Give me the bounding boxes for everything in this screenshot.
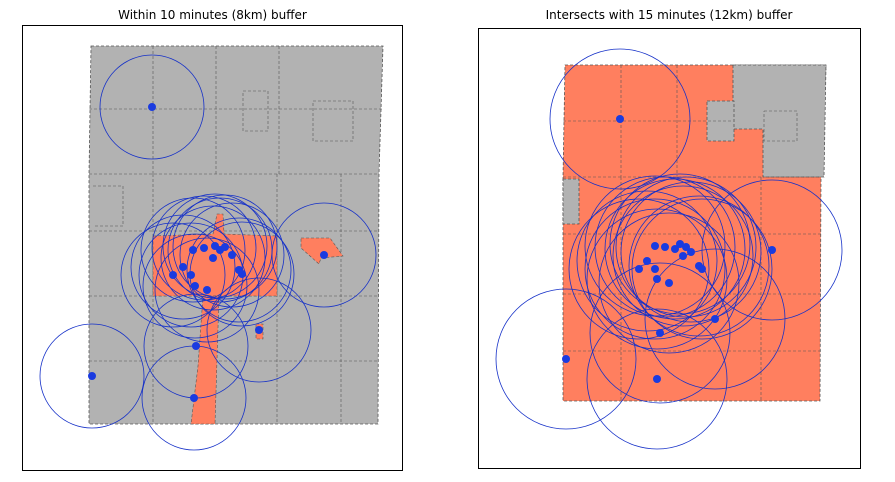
map-title-within-10-minutes: Within 10 minutes (8km) buffer bbox=[22, 8, 403, 22]
region-fill-right bbox=[563, 65, 826, 401]
map-title-intersects-15-minutes: Intersects with 15 minutes (12km) buffer bbox=[478, 8, 860, 22]
map-canvas-left bbox=[23, 26, 402, 470]
map-panel-intersects-buffer bbox=[478, 28, 861, 469]
map-panel-within-buffer bbox=[22, 25, 403, 471]
map-canvas-right bbox=[479, 29, 860, 468]
